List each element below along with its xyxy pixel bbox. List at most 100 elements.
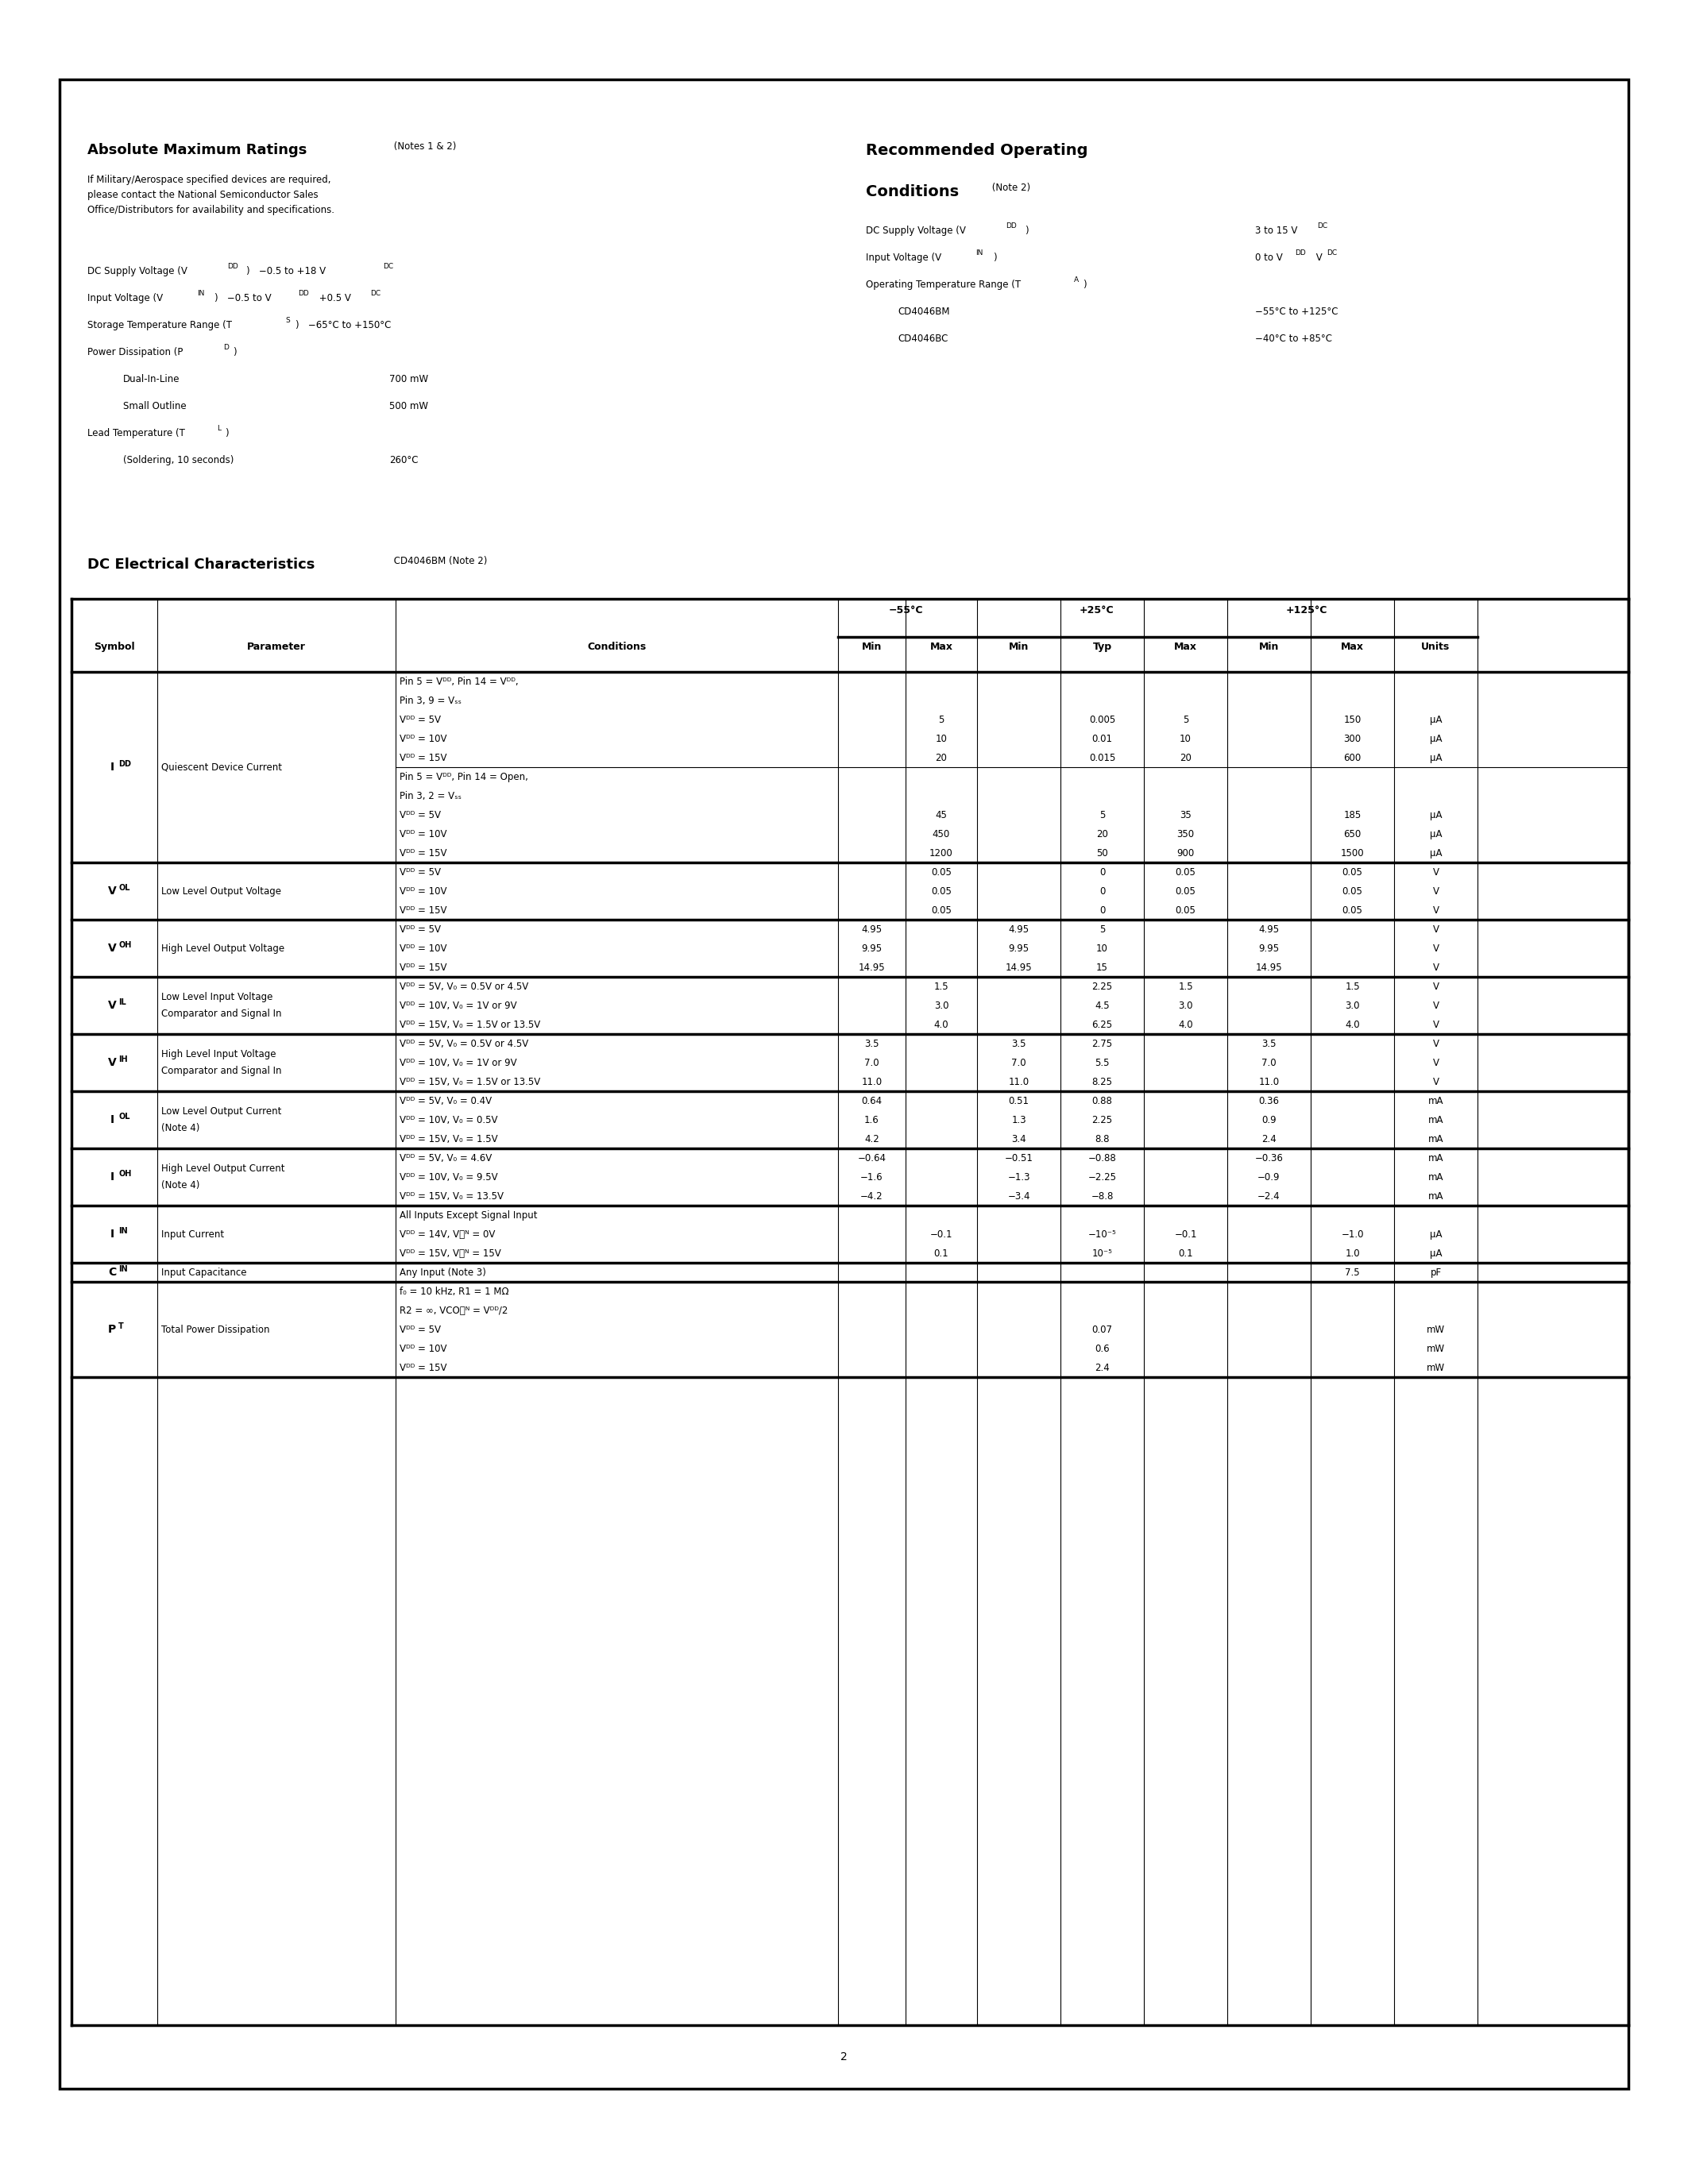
Text: Vᴰᴰ = 5V: Vᴰᴰ = 5V [400, 1324, 441, 1334]
Text: 2.4: 2.4 [1096, 1363, 1109, 1374]
Text: I: I [110, 1171, 115, 1182]
Text: 1.6: 1.6 [864, 1114, 879, 1125]
Text: Vᴰᴰ = 15V, V₀ = 1.5V or 13.5V: Vᴰᴰ = 15V, V₀ = 1.5V or 13.5V [400, 1077, 540, 1088]
Text: 7.0: 7.0 [864, 1057, 879, 1068]
Text: 0 to V: 0 to V [1256, 253, 1283, 262]
Text: 0.005: 0.005 [1089, 714, 1116, 725]
Text: A: A [1074, 277, 1079, 284]
Text: IN: IN [197, 290, 204, 297]
Text: Power Dissipation (P: Power Dissipation (P [88, 347, 182, 358]
Text: 600: 600 [1344, 753, 1361, 762]
Text: mA: mA [1428, 1096, 1443, 1105]
Text: 6.25: 6.25 [1092, 1020, 1112, 1029]
Text: DD: DD [1295, 249, 1307, 256]
Text: Pin 5 = Vᴰᴰ, Pin 14 = Vᴰᴰ,: Pin 5 = Vᴰᴰ, Pin 14 = Vᴰᴰ, [400, 677, 518, 686]
Text: (Note 4): (Note 4) [162, 1179, 199, 1190]
Text: Comparator and Signal In: Comparator and Signal In [162, 1066, 282, 1077]
Text: 0.51: 0.51 [1008, 1096, 1030, 1105]
Text: Min: Min [1259, 642, 1280, 653]
Text: 1200: 1200 [930, 847, 954, 858]
Text: 0.36: 0.36 [1259, 1096, 1280, 1105]
Text: V: V [108, 1000, 116, 1011]
Text: V: V [1433, 867, 1438, 878]
Text: Vᴰᴰ = 15V: Vᴰᴰ = 15V [400, 1363, 447, 1374]
Text: CD4046BM (Note 2): CD4046BM (Note 2) [392, 557, 488, 566]
Text: Absolute Maximum Ratings: Absolute Maximum Ratings [88, 142, 307, 157]
Text: μA: μA [1430, 753, 1442, 762]
Text: μA: μA [1430, 1230, 1442, 1238]
Text: −3.4: −3.4 [1008, 1190, 1030, 1201]
Text: 3.0: 3.0 [1345, 1000, 1361, 1011]
Text: OH: OH [118, 1171, 132, 1177]
Text: Pin 3, 9 = Vₛₛ: Pin 3, 9 = Vₛₛ [400, 695, 461, 705]
Text: −0.64: −0.64 [858, 1153, 886, 1164]
Text: P: P [108, 1324, 116, 1334]
Text: Vᴰᴰ = 10V, V₀ = 9.5V: Vᴰᴰ = 10V, V₀ = 9.5V [400, 1173, 498, 1182]
Text: 0.05: 0.05 [1175, 887, 1195, 895]
Text: High Level Output Current: High Level Output Current [162, 1164, 285, 1175]
Text: 14.95: 14.95 [1006, 963, 1031, 972]
Text: −10⁻⁵: −10⁻⁵ [1089, 1230, 1116, 1238]
Text: 4.0: 4.0 [933, 1020, 949, 1029]
Text: 1.3: 1.3 [1011, 1114, 1026, 1125]
Text: 0.07: 0.07 [1092, 1324, 1112, 1334]
Text: 0.05: 0.05 [1175, 904, 1195, 915]
Text: Input Capacitance: Input Capacitance [162, 1267, 246, 1278]
Text: Symbol: Symbol [95, 642, 135, 653]
Text: Vᴰᴰ = 5V, V₀ = 0.5V or 4.5V: Vᴰᴰ = 5V, V₀ = 0.5V or 4.5V [400, 1037, 528, 1048]
Text: −0.1: −0.1 [930, 1230, 952, 1238]
Text: 0.05: 0.05 [1342, 867, 1362, 878]
Text: Pin 3, 2 = Vₛₛ: Pin 3, 2 = Vₛₛ [400, 791, 461, 802]
Text: Low Level Output Current: Low Level Output Current [162, 1107, 282, 1116]
Text: Min: Min [1009, 642, 1030, 653]
Text: 2.4: 2.4 [1261, 1133, 1276, 1144]
Text: IN: IN [118, 1265, 128, 1273]
Text: Units: Units [1421, 642, 1450, 653]
Text: V: V [1433, 1020, 1438, 1029]
Text: 300: 300 [1344, 734, 1361, 745]
Text: 3.0: 3.0 [933, 1000, 949, 1011]
Text: 4.5: 4.5 [1096, 1000, 1109, 1011]
Text: 15: 15 [1096, 963, 1107, 972]
Text: Max: Max [1175, 642, 1197, 653]
Text: CD4046BC: CD4046BC [898, 334, 949, 343]
Text: DD: DD [297, 290, 309, 297]
Text: f₀ = 10 kHz, R1 = 1 MΩ: f₀ = 10 kHz, R1 = 1 MΩ [400, 1286, 508, 1297]
Text: DD: DD [228, 262, 238, 271]
Text: Vᴰᴰ = 10V: Vᴰᴰ = 10V [400, 734, 447, 745]
Text: 0.05: 0.05 [932, 867, 952, 878]
Text: Vᴰᴰ = 10V, V₀ = 0.5V: Vᴰᴰ = 10V, V₀ = 0.5V [400, 1114, 498, 1125]
Text: 4.95: 4.95 [1259, 924, 1280, 935]
Text: Low Level Input Voltage: Low Level Input Voltage [162, 992, 273, 1002]
Text: 0.01: 0.01 [1092, 734, 1112, 745]
Text: 14.95: 14.95 [859, 963, 885, 972]
Text: Vᴰᴰ = 15V, V₀ = 13.5V: Vᴰᴰ = 15V, V₀ = 13.5V [400, 1190, 503, 1201]
Text: DC: DC [1327, 249, 1337, 256]
Text: Vᴰᴰ = 10V, V₀ = 1V or 9V: Vᴰᴰ = 10V, V₀ = 1V or 9V [400, 1057, 517, 1068]
Text: OH: OH [118, 941, 132, 950]
Text: I: I [110, 762, 115, 773]
Text: −55°C: −55°C [888, 605, 923, 616]
Text: Conditions: Conditions [587, 642, 647, 653]
Text: V: V [1313, 253, 1322, 262]
Text: 450: 450 [932, 828, 950, 839]
Text: 11.0: 11.0 [861, 1077, 883, 1088]
Text: 3.5: 3.5 [1011, 1037, 1026, 1048]
Text: −0.36: −0.36 [1254, 1153, 1283, 1164]
Text: ): ) [1025, 225, 1028, 236]
Text: 150: 150 [1344, 714, 1361, 725]
Text: Vᴰᴰ = 14V, Vᴤᴺ = 0V: Vᴰᴰ = 14V, Vᴤᴺ = 0V [400, 1230, 495, 1238]
Text: Vᴰᴰ = 10V: Vᴰᴰ = 10V [400, 887, 447, 895]
Text: C: C [108, 1267, 116, 1278]
Text: V: V [1433, 1000, 1438, 1011]
Text: Max: Max [1340, 642, 1364, 653]
Text: 10: 10 [1096, 943, 1107, 954]
Text: Vᴰᴰ = 5V, V₀ = 0.4V: Vᴰᴰ = 5V, V₀ = 0.4V [400, 1096, 491, 1105]
Text: 50: 50 [1096, 847, 1107, 858]
Text: (Soldering, 10 seconds): (Soldering, 10 seconds) [123, 454, 235, 465]
Text: Low Level Output Voltage: Low Level Output Voltage [162, 887, 282, 895]
Text: (Notes 1 & 2): (Notes 1 & 2) [392, 142, 456, 151]
Text: 4.95: 4.95 [861, 924, 883, 935]
Text: 5: 5 [1183, 714, 1188, 725]
Text: −40°C to +85°C: −40°C to +85°C [1256, 334, 1332, 343]
